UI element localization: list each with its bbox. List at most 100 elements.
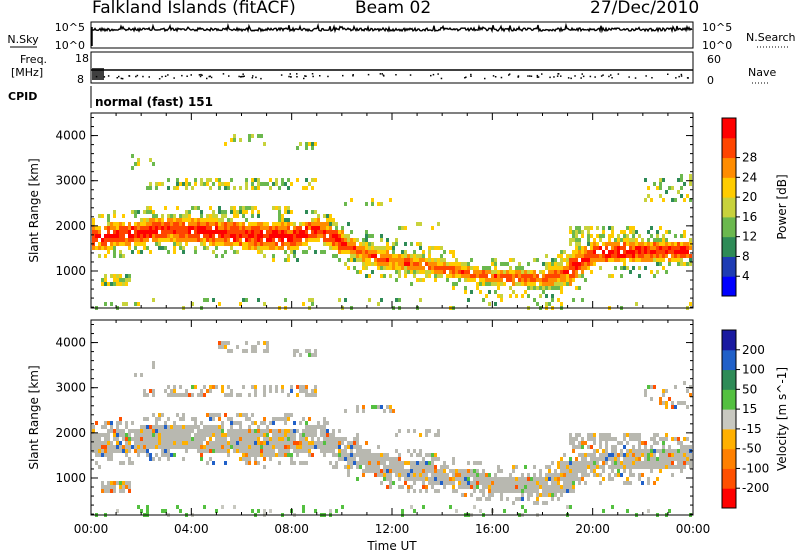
heatmap-cell: [269, 509, 272, 513]
heatmap-cell: [614, 238, 617, 242]
heatmap-cell: [689, 238, 692, 242]
heatmap-cell: [293, 429, 296, 433]
heatmap-cell: [545, 278, 548, 282]
heatmap-cell: [563, 278, 566, 282]
heatmap-cell: [122, 481, 125, 485]
heatmap-cell: [683, 254, 686, 258]
heatmap-cell: [497, 270, 500, 274]
heatmap-cell: [257, 134, 260, 138]
heatmap-cell: [251, 246, 254, 250]
heatmap-cell: [587, 461, 590, 465]
heatmap-cell: [515, 481, 518, 485]
heatmap-cell: [584, 461, 587, 465]
heatmap-cell: [194, 433, 197, 437]
heatmap-cell: [230, 178, 233, 182]
heatmap-cell: [419, 246, 422, 250]
heatmap-cell: [437, 477, 440, 481]
nave-point: [409, 74, 412, 76]
heatmap-cell: [665, 190, 668, 194]
heatmap-cell: [95, 230, 98, 234]
heatmap-cell: [314, 429, 317, 433]
heatmap-cell: [629, 250, 632, 254]
heatmap-cell: [185, 425, 188, 429]
heatmap-cell: [188, 425, 191, 429]
heatmap-cell: [101, 453, 104, 457]
heatmap-cell: [92, 238, 95, 242]
heatmap-cell: [659, 194, 662, 198]
heatmap-cell: [419, 254, 422, 258]
heatmap-cell: [173, 230, 176, 234]
heatmap-cell: [137, 210, 140, 214]
heatmap-cell: [215, 246, 218, 250]
heatmap-cell: [140, 250, 143, 254]
heatmap-cell: [476, 497, 479, 501]
heatmap-cell: [632, 433, 635, 437]
heatmap-cell: [413, 465, 416, 469]
heatmap-cell: [248, 393, 251, 397]
nave-point: [589, 75, 592, 78]
heatmap-cell: [290, 461, 293, 465]
heatmap-cell: [338, 238, 341, 242]
heatmap-cell: [560, 270, 563, 274]
heatmap-cell: [299, 389, 302, 393]
heatmap-cell: [515, 270, 518, 274]
heatmap-cell: [587, 453, 590, 457]
heatmap-cell: [170, 234, 173, 238]
heatmap-cell: [221, 441, 224, 445]
heatmap-cell: [479, 270, 482, 274]
heatmap-cell: [674, 198, 677, 202]
heatmap-cell: [290, 222, 293, 226]
heatmap-cell: [410, 469, 413, 473]
heatmap-cell: [413, 481, 416, 485]
heatmap-cell: [485, 278, 488, 282]
heatmap-cell: [635, 453, 638, 457]
heatmap-cell: [296, 230, 299, 234]
freq-ytick-bottom: 8: [77, 73, 84, 86]
heatmap-cell: [134, 373, 137, 377]
heatmap-cell: [209, 230, 212, 234]
heatmap-cell: [629, 437, 632, 441]
nave-point: [116, 77, 118, 79]
heatmap-cell: [506, 485, 509, 489]
heatmap-cell: [401, 485, 404, 489]
heatmap-cell: [173, 186, 176, 190]
heatmap-cell: [434, 274, 437, 278]
heatmap-cell: [260, 234, 263, 238]
heatmap-cell: [95, 226, 98, 230]
heatmap-cell: [629, 258, 632, 262]
heatmap-cell: [122, 222, 125, 226]
heatmap-cell: [638, 453, 641, 457]
heatmap-cell: [653, 258, 656, 262]
heatmap-cell: [170, 445, 173, 449]
heatmap-cell: [617, 461, 620, 465]
heatmap-cell: [362, 409, 365, 413]
heatmap-cell: [206, 429, 209, 433]
heatmap-cell: [548, 286, 551, 290]
heatmap-cell: [626, 441, 629, 445]
heatmap-cell: [356, 465, 359, 469]
heatmap-cell: [329, 509, 332, 513]
heatmap-cell: [482, 298, 485, 302]
nave-point: [680, 73, 683, 76]
heatmap-cell: [368, 242, 371, 246]
heatmap-cell: [668, 242, 671, 246]
heatmap-cell: [302, 230, 305, 234]
heatmap-cell: [560, 485, 563, 489]
heatmap-cell: [245, 186, 248, 190]
heatmap-cell: [539, 282, 542, 286]
heatmap-cell: [128, 445, 131, 449]
heatmap-cell: [293, 250, 296, 254]
nave-point: [383, 75, 385, 77]
heatmap-cell: [155, 242, 158, 246]
heatmap-cell: [386, 465, 389, 469]
heatmap-cell: [476, 461, 479, 465]
heatmap-cell: [164, 246, 167, 250]
heatmap-cell: [212, 425, 215, 429]
heatmap-cell: [179, 429, 182, 433]
heatmap-cell: [344, 449, 347, 453]
heatmap-cell: [260, 222, 263, 226]
heatmap-cell: [209, 413, 212, 417]
heatmap-cell: [110, 445, 113, 449]
heatmap-cell: [455, 262, 458, 266]
heatmap-cell: [308, 349, 311, 353]
